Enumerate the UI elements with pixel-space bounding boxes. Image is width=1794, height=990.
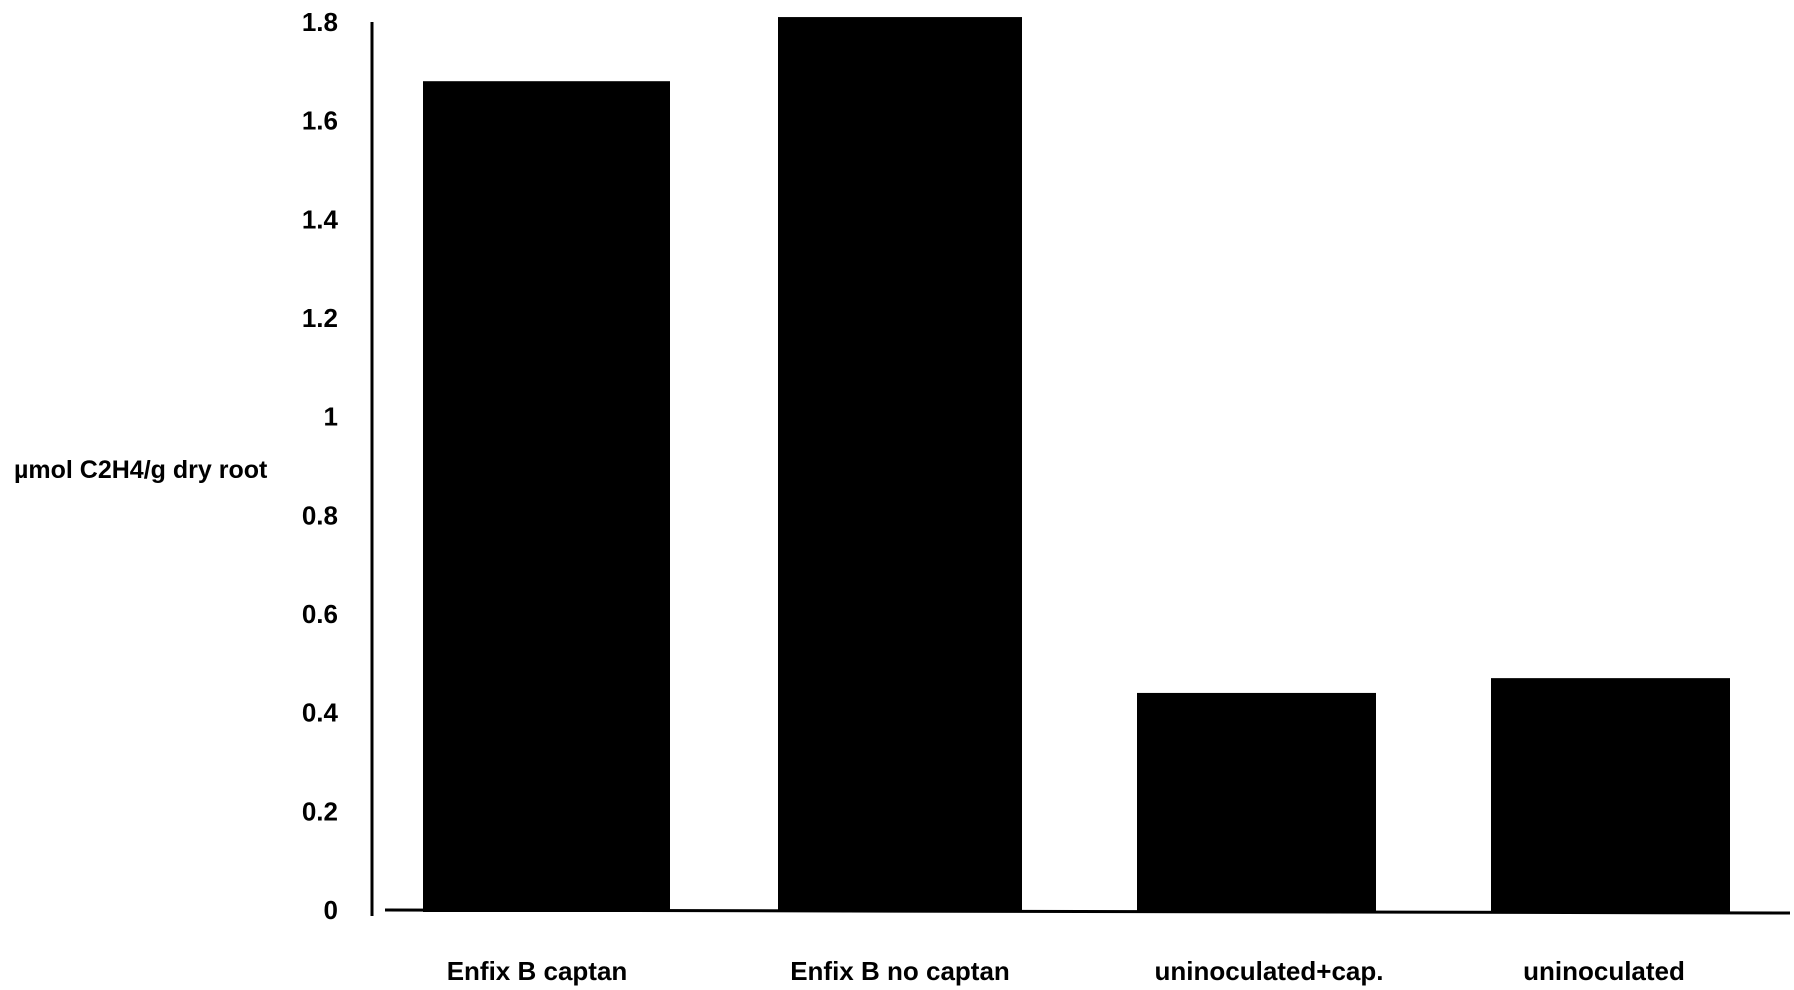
category-labels: Enfix B captan Enfix B no captan uninocula… (447, 956, 1685, 986)
y-tick-label: 0.6 (302, 599, 338, 629)
y-axis-ticks: 0 0.2 0.4 0.6 0.8 1 1.2 1.4 1.6 1.8 (302, 7, 339, 925)
bar (423, 81, 670, 912)
y-tick-label: 1.6 (302, 106, 338, 136)
y-tick-label: 1.4 (302, 204, 339, 234)
x-category-label: uninoculated+cap. (1155, 956, 1384, 986)
y-tick-label: 0 (324, 895, 338, 925)
y-tick-label: 0.2 (302, 796, 338, 826)
y-tick-label: 1 (324, 402, 338, 432)
bar (778, 17, 1022, 913)
x-category-label: Enfix B captan (447, 956, 628, 986)
y-tick-label: 1.8 (302, 7, 338, 37)
x-category-label: Enfix B no captan (790, 956, 1010, 986)
y-tick-label: 0.8 (302, 500, 338, 530)
bar (1491, 678, 1730, 912)
x-category-label: uninoculated (1523, 956, 1685, 986)
bars (423, 17, 1730, 913)
y-tick-label: 0.4 (302, 698, 339, 728)
bar (1137, 692, 1376, 912)
y-tick-label: 1.2 (302, 303, 338, 333)
y-axis-label: µmol C2H4/g dry root (14, 456, 268, 484)
